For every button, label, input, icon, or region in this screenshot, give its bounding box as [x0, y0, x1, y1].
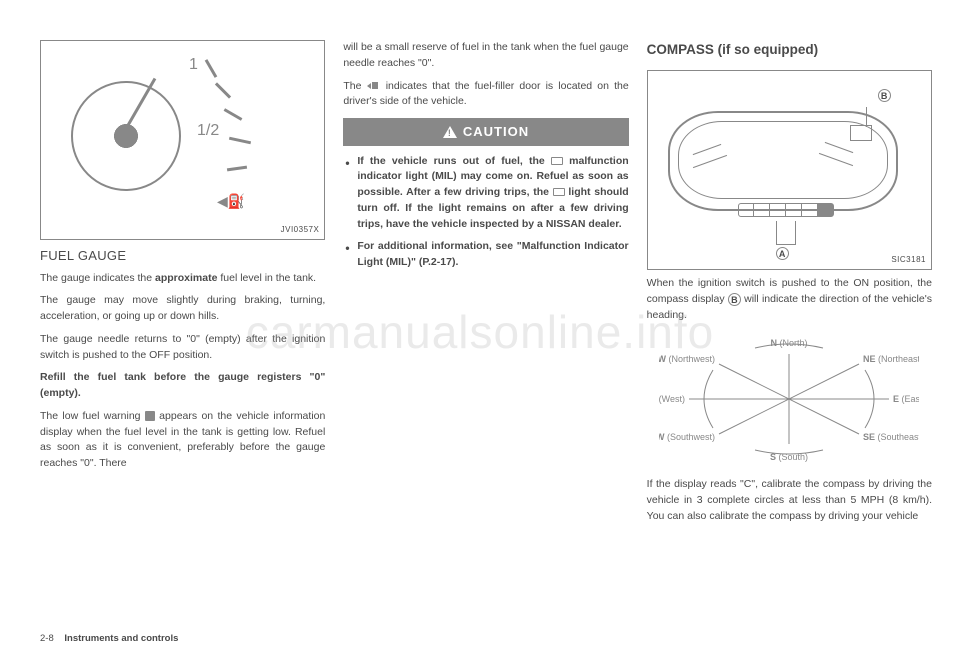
page-number: 2-8: [40, 633, 54, 644]
text-bold: Refill the fuel tank before the gauge re…: [40, 371, 325, 399]
text: indicates that the fuel-filler door is l…: [343, 80, 628, 108]
caution-label: CAUTION: [463, 122, 529, 142]
text: The gauge indicates the: [40, 272, 155, 284]
svg-text:NW (Northwest): NW (Northwest): [659, 354, 715, 364]
svg-text:E (East): E (East): [893, 394, 919, 404]
gauge-tick: [229, 137, 251, 145]
callout-a: A: [776, 247, 789, 260]
engine-icon: [551, 157, 563, 165]
compass-section-title: COMPASS (if so equipped): [647, 40, 932, 60]
mirror-figure: A B SIC3181: [647, 70, 932, 270]
svg-text:SE (Southeast): SE (Southeast): [863, 432, 919, 442]
fuel-gauge-figure: 1 1/2 ◀⛽ JVI0357X: [40, 40, 325, 240]
fuel-gauge-heading: FUEL GAUGE: [40, 246, 325, 266]
body-text: The gauge may move slightly during braki…: [40, 293, 325, 325]
low-fuel-icon: [145, 411, 155, 421]
caution-item: For additional information, see "Malfunc…: [343, 239, 628, 271]
gauge-tick: [205, 59, 218, 78]
caution-item: If the vehicle runs out of fuel, the mal…: [343, 154, 628, 233]
gauge-dial-icon: [71, 81, 181, 191]
fuel-door-side-icon: [367, 81, 381, 91]
gauge-tick: [215, 82, 231, 98]
page-footer: 2-8 Instruments and controls: [40, 633, 178, 644]
body-text: The gauge needle returns to "0" (empty) …: [40, 332, 325, 364]
compass-rose-svg: N (North) NE (Northeast) E (East) SE (So…: [659, 334, 919, 464]
figure-code: JVI0357X: [281, 224, 320, 236]
svg-text:S (South): S (South): [770, 452, 808, 462]
svg-text:N (North): N (North): [771, 338, 808, 348]
gauge-label-1: 1: [189, 53, 198, 77]
body-text: Refill the fuel tank before the gauge re…: [40, 370, 325, 402]
column-left: 1 1/2 ◀⛽ JVI0357X FUEL GAUGE The gauge i…: [40, 40, 325, 532]
body-text: When the ignition switch is pushed to th…: [647, 276, 932, 323]
svg-text:NE (Northeast): NE (Northeast): [863, 354, 919, 364]
compass-display-icon: [850, 125, 872, 141]
warning-triangle-icon: [443, 126, 457, 138]
text: The: [343, 80, 366, 92]
caution-banner: CAUTION: [343, 118, 628, 146]
text: The low fuel warning: [40, 410, 145, 422]
fuel-pump-icon: ◀⛽: [217, 191, 245, 212]
column-middle: will be a small reserve of fuel in the t…: [343, 40, 628, 532]
gauge-tick: [224, 108, 243, 121]
text: fuel level in the tank.: [217, 272, 316, 284]
text: If the vehicle runs out of fuel, the: [357, 155, 551, 167]
caution-list: If the vehicle runs out of fuel, the mal…: [343, 154, 628, 271]
svg-text:W (West): W (West): [659, 394, 685, 404]
callout-line: [866, 107, 867, 127]
engine-icon: [553, 188, 565, 196]
callout-b: B: [878, 89, 891, 102]
gauge-tick: [227, 166, 247, 172]
callout-b-inline: B: [728, 293, 741, 306]
manual-page: 1 1/2 ◀⛽ JVI0357X FUEL GAUGE The gauge i…: [0, 0, 960, 552]
svg-text:SW (Southwest): SW (Southwest): [659, 432, 715, 442]
chapter-title: Instruments and controls: [64, 633, 178, 644]
figure-code: SIC3181: [891, 254, 926, 266]
body-text: If the display reads "C", calibrate the …: [647, 477, 932, 524]
body-text: The indicates that the fuel-filler door …: [343, 79, 628, 111]
body-text: will be a small reserve of fuel in the t…: [343, 40, 628, 72]
mirror-stem-icon: [776, 221, 796, 245]
mirror-button-row: [738, 203, 834, 217]
gauge-label-half: 1/2: [197, 119, 219, 143]
compass-rose-diagram: N (North) NE (Northeast) E (East) SE (So…: [647, 334, 932, 470]
column-right: COMPASS (if so equipped) A B SIC3181 Whe…: [647, 40, 932, 532]
body-text: The gauge indicates the approximate fuel…: [40, 271, 325, 287]
body-text: The low fuel warning appears on the vehi…: [40, 409, 325, 472]
text-bold: approximate: [155, 272, 217, 284]
